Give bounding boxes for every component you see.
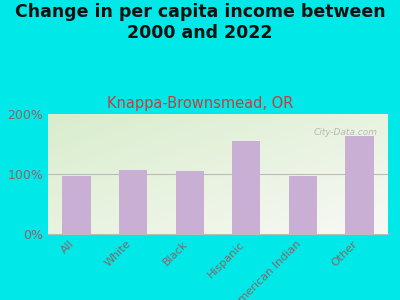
Bar <box>289 176 317 234</box>
Bar <box>232 141 260 234</box>
Bar <box>62 176 90 234</box>
Bar <box>346 136 374 234</box>
Text: City-Data.com: City-Data.com <box>314 128 378 137</box>
Bar <box>176 171 204 234</box>
Text: Change in per capita income between
2000 and 2022: Change in per capita income between 2000… <box>15 3 385 42</box>
Bar <box>119 170 147 234</box>
Text: Knappa-Brownsmead, OR: Knappa-Brownsmead, OR <box>107 96 293 111</box>
